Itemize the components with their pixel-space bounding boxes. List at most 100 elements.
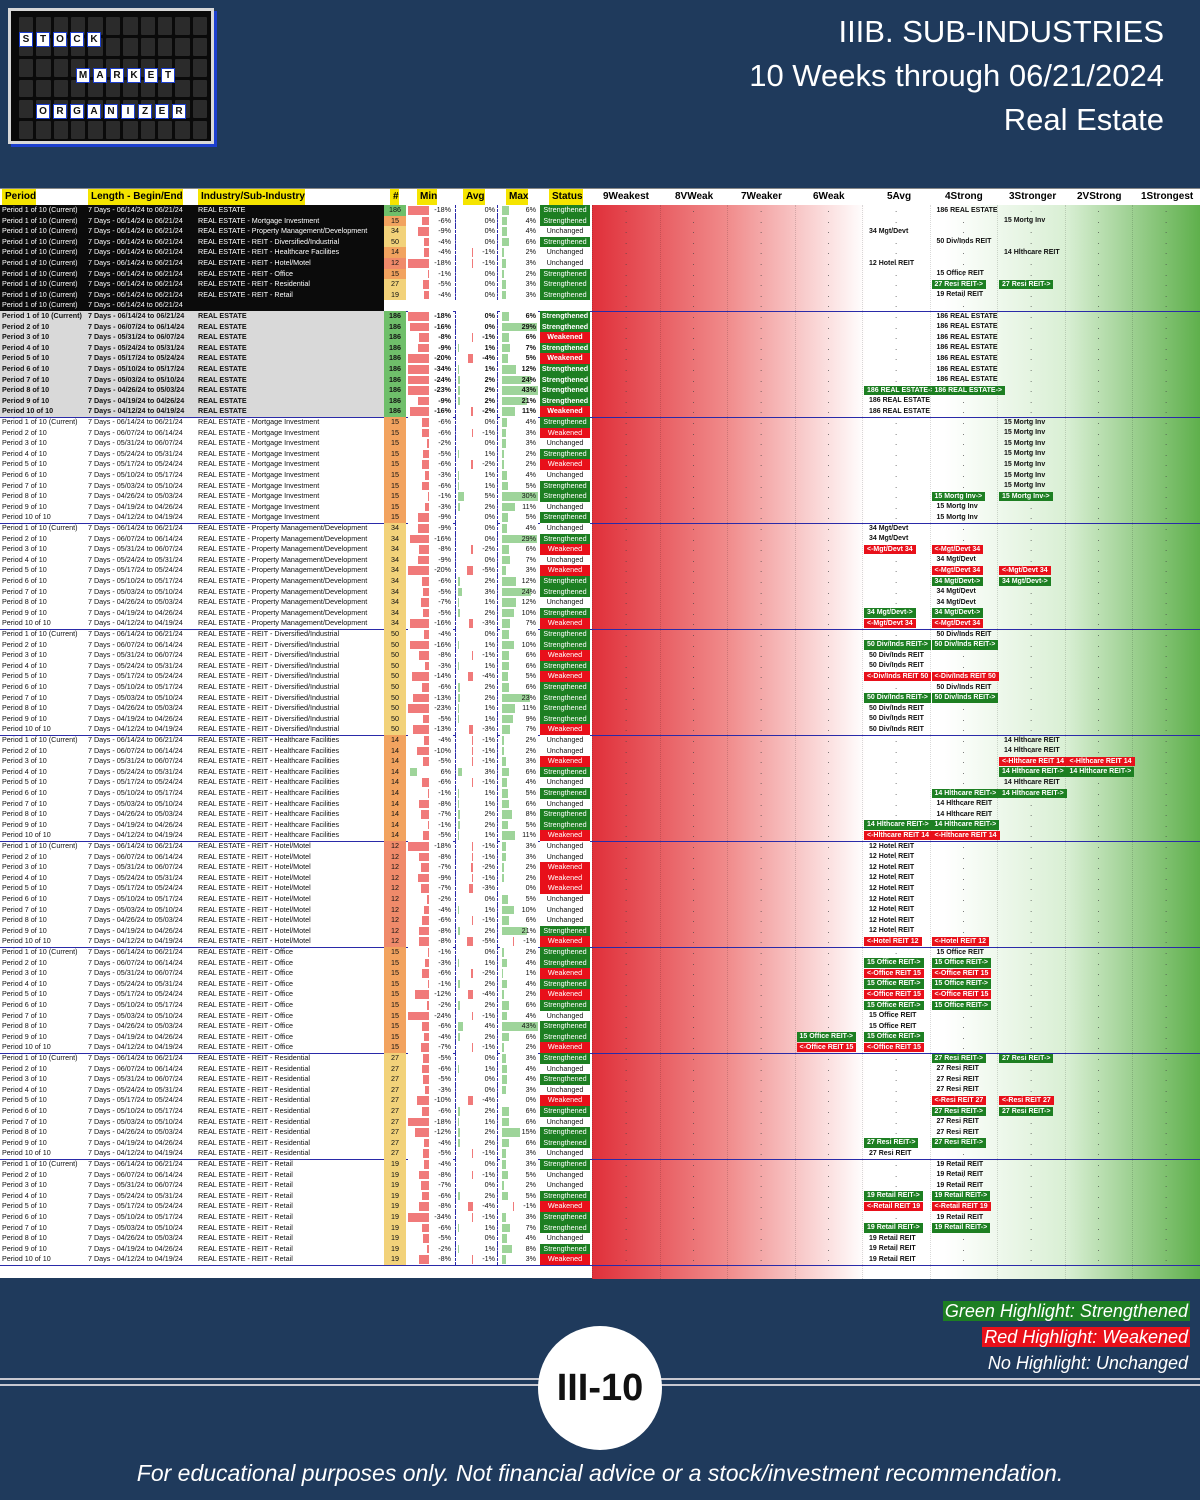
avg-cell: 1% <box>455 798 498 810</box>
weakened-badge: <-Mgt/Devt 34 <box>931 618 984 629</box>
period-cell: Period 7 of 10 <box>2 1010 47 1020</box>
min-cell: -12% <box>408 989 453 1000</box>
value-bar <box>458 1223 460 1233</box>
rank-dot: . <box>1165 1095 1168 1105</box>
count-cell: 27 <box>384 1148 406 1159</box>
rank-dot: . <box>760 236 763 246</box>
table-row: Period 9 of 10 7 Days - 04/19/24 to 04/26… <box>0 925 1200 937</box>
period-cell: Period 1 of 10 (Current) <box>2 226 78 236</box>
value-text: 2% <box>484 978 495 988</box>
rank-dot: . <box>1030 268 1033 278</box>
weakened-badge: <-Office REIT 15 <box>931 968 992 979</box>
value-text: -7% <box>438 809 451 819</box>
value-text: 2% <box>525 872 536 882</box>
rank-dot: . <box>625 353 628 363</box>
industry-cell: REAL ESTATE - REIT - Residential <box>198 1095 310 1105</box>
count-cell: 14 <box>384 756 406 767</box>
min-cell: -34% <box>408 1212 453 1223</box>
rank-dot: . <box>1165 1180 1168 1190</box>
rank-dot: . <box>895 247 898 257</box>
rank-dot: . <box>1097 427 1100 437</box>
industry-cell: REAL ESTATE - REIT - Healthcare Faciliti… <box>198 819 340 829</box>
table-row: Period 10 of 10 7 Days - 04/12/24 to 04/1… <box>0 618 1200 629</box>
avg-cell: 2% <box>455 809 498 820</box>
value-bar <box>471 873 473 883</box>
rank-dot: . <box>1165 968 1168 978</box>
count-cell: 34 <box>384 523 406 534</box>
period-cell: Period 7 of 10 <box>2 480 47 490</box>
rank-dot: . <box>827 650 830 660</box>
rank-dot: . <box>625 533 628 543</box>
min-cell: -16% <box>408 406 453 417</box>
value-bar <box>458 1138 461 1148</box>
rank-dot: . <box>962 501 965 511</box>
rank-dot: . <box>1097 1222 1100 1232</box>
length-cell: 7 Days - 06/14/24 to 06/21/24 <box>88 236 183 246</box>
rank-label: 27 Resi REIT <box>936 1118 979 1126</box>
rank-dot: . <box>625 851 628 861</box>
value-text: -13% <box>434 724 451 734</box>
weakened-badge: <-Hotel REIT 12 <box>931 936 990 947</box>
value-bar <box>471 333 473 342</box>
length-cell: 7 Days - 04/19/24 to 04/26/24 <box>88 501 183 511</box>
rank-dot: . <box>1097 353 1100 363</box>
rank-dot: . <box>692 819 695 829</box>
min-cell: -23% <box>408 703 453 714</box>
rank-dot: . <box>962 724 965 734</box>
count-cell: 34 <box>384 533 406 545</box>
table-row: Period 3 of 10 7 Days - 05/31/24 to 06/07… <box>0 1074 1200 1085</box>
rank-dot: . <box>1030 936 1033 946</box>
industry-cell: REAL ESTATE - REIT - Healthcare Faciliti… <box>198 830 340 840</box>
count-cell: 19 <box>384 1243 406 1255</box>
table-row: Period 10 of 10 7 Days - 04/12/24 to 04/1… <box>0 1254 1200 1265</box>
value-text: -3% <box>438 501 451 511</box>
value-text: 11% <box>522 830 536 840</box>
rank-dot: . <box>625 925 628 935</box>
value-bar <box>502 555 511 565</box>
table-header-row: Period Length - Begin/End Industry/Sub-Ind… <box>0 189 1200 205</box>
count-cell: 50 <box>384 724 406 735</box>
rank-dot: . <box>760 459 763 469</box>
rank-dot: . <box>760 1243 763 1253</box>
value-bar <box>471 248 473 257</box>
value-bar <box>419 937 429 946</box>
rank-dot: . <box>1030 226 1033 236</box>
period-cell: Period 9 of 10 <box>2 1243 47 1253</box>
avg-cell: -5% <box>455 565 498 576</box>
value-text: -8% <box>438 332 451 342</box>
rank-dot: . <box>827 925 830 935</box>
status-cell: Strengthened <box>540 788 590 799</box>
rank-dot: . <box>1030 1127 1033 1137</box>
value-bar <box>502 545 510 554</box>
industry-cell: REAL ESTATE - Property Management/Develo… <box>198 554 368 564</box>
max-cell: 29% <box>500 533 538 545</box>
min-cell: -4% <box>408 1031 453 1043</box>
rank-dot: . <box>827 1000 830 1009</box>
rank-dot: . <box>692 1159 695 1168</box>
rank-dot: . <box>962 247 965 257</box>
rank-dot: . <box>625 1053 628 1062</box>
value-bar <box>502 1244 512 1254</box>
value-bar <box>471 1149 473 1158</box>
rank-dot: . <box>1097 289 1100 299</box>
value-bar <box>421 418 429 427</box>
value-text: 2% <box>525 862 536 872</box>
table-row: Period 10 of 10 7 Days - 04/12/24 to 04/1… <box>0 406 1200 417</box>
value-text: -5% <box>438 1074 451 1084</box>
rank-dot: . <box>895 279 898 289</box>
rank-dot: . <box>625 788 628 797</box>
rank-dot: . <box>692 756 695 766</box>
rank-dot: . <box>625 1000 628 1009</box>
rank-dot: . <box>760 597 763 607</box>
rank-dot: . <box>827 660 830 670</box>
value-bar <box>502 608 514 618</box>
length-cell: 7 Days - 06/14/24 to 06/21/24 <box>88 311 185 320</box>
value-bar <box>419 333 429 342</box>
rank-dot: . <box>1030 862 1033 872</box>
logo-cell <box>88 79 103 98</box>
weakened-badge: <-Div/Inds REIT 50 <box>931 671 999 682</box>
rank-dot: . <box>1165 777 1168 787</box>
value-text: -12% <box>434 989 451 999</box>
value-text: -16% <box>434 639 451 649</box>
value-text: 2% <box>484 1031 495 1041</box>
